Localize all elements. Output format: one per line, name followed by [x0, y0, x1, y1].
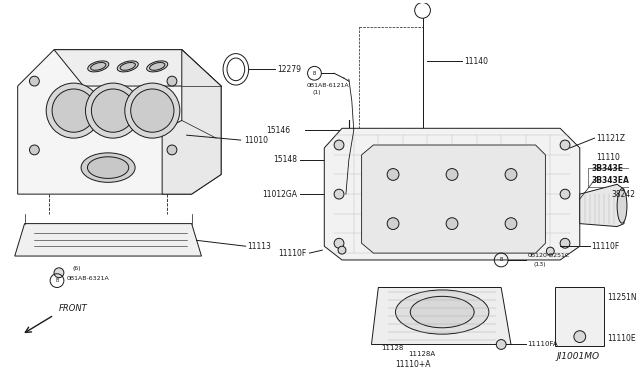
Circle shape [387, 218, 399, 230]
Text: 11010: 11010 [244, 135, 268, 145]
Circle shape [446, 218, 458, 230]
Ellipse shape [81, 153, 135, 182]
Ellipse shape [410, 296, 474, 328]
Circle shape [560, 238, 570, 248]
Circle shape [338, 246, 346, 254]
Circle shape [125, 83, 180, 138]
Circle shape [52, 89, 95, 132]
Text: 11128: 11128 [381, 346, 404, 352]
Circle shape [29, 76, 39, 86]
Ellipse shape [120, 62, 136, 70]
Polygon shape [588, 168, 629, 187]
Ellipse shape [88, 61, 109, 72]
Circle shape [334, 140, 344, 150]
Ellipse shape [117, 61, 138, 72]
Text: (6): (6) [73, 266, 81, 271]
Text: 11110FA: 11110FA [528, 341, 558, 347]
Text: 11012GA: 11012GA [262, 190, 297, 199]
Text: 11113: 11113 [248, 242, 271, 251]
Circle shape [505, 169, 517, 180]
Circle shape [167, 76, 177, 86]
Circle shape [560, 140, 570, 150]
Text: 15148: 15148 [273, 155, 297, 164]
Circle shape [86, 83, 141, 138]
Circle shape [54, 268, 64, 278]
Text: 11110F: 11110F [278, 248, 307, 257]
Circle shape [574, 331, 586, 343]
Polygon shape [371, 288, 511, 344]
Text: 15146: 15146 [266, 126, 290, 135]
Circle shape [560, 189, 570, 199]
Text: 11110: 11110 [596, 153, 620, 162]
Circle shape [446, 169, 458, 180]
Text: 0B1AB-6321A: 0B1AB-6321A [67, 276, 109, 281]
Circle shape [92, 89, 134, 132]
Ellipse shape [396, 290, 489, 334]
Ellipse shape [91, 62, 106, 70]
Circle shape [167, 145, 177, 155]
Polygon shape [15, 224, 202, 256]
Text: (13): (13) [534, 262, 546, 267]
Text: FRONT: FRONT [59, 304, 88, 312]
Polygon shape [580, 184, 624, 227]
Text: (1): (1) [312, 90, 321, 96]
Text: 0B120-B251C: 0B120-B251C [528, 253, 570, 257]
Text: JI1001MO: JI1001MO [556, 352, 600, 361]
Circle shape [496, 340, 506, 349]
Text: B: B [499, 257, 503, 263]
Polygon shape [362, 145, 545, 253]
Text: 38242: 38242 [611, 190, 636, 199]
Ellipse shape [147, 61, 168, 72]
Circle shape [387, 169, 399, 180]
Text: 11110E: 11110E [607, 334, 636, 343]
Text: B: B [55, 278, 59, 283]
Polygon shape [18, 50, 221, 194]
Ellipse shape [617, 189, 627, 223]
Ellipse shape [150, 62, 165, 70]
Text: 11128A: 11128A [408, 351, 435, 357]
Polygon shape [324, 128, 580, 260]
Circle shape [334, 189, 344, 199]
Circle shape [131, 89, 174, 132]
Text: 11140: 11140 [464, 57, 488, 66]
Text: B: B [313, 71, 316, 76]
Circle shape [46, 83, 101, 138]
Ellipse shape [88, 157, 129, 179]
Text: 11110+A: 11110+A [395, 360, 431, 369]
Polygon shape [54, 50, 221, 86]
Circle shape [505, 218, 517, 230]
Polygon shape [556, 288, 604, 346]
Text: 11110F: 11110F [591, 242, 620, 251]
Text: 11121Z: 11121Z [596, 134, 625, 142]
Text: 11251N: 11251N [607, 293, 637, 302]
Text: 12279: 12279 [277, 65, 301, 74]
Text: 0B1AB-6121A: 0B1AB-6121A [307, 83, 349, 87]
Polygon shape [162, 50, 221, 194]
Circle shape [334, 238, 344, 248]
Circle shape [29, 145, 39, 155]
Text: 3B343EA: 3B343EA [591, 176, 630, 185]
Text: 3B343E: 3B343E [591, 164, 623, 173]
Circle shape [547, 247, 554, 255]
